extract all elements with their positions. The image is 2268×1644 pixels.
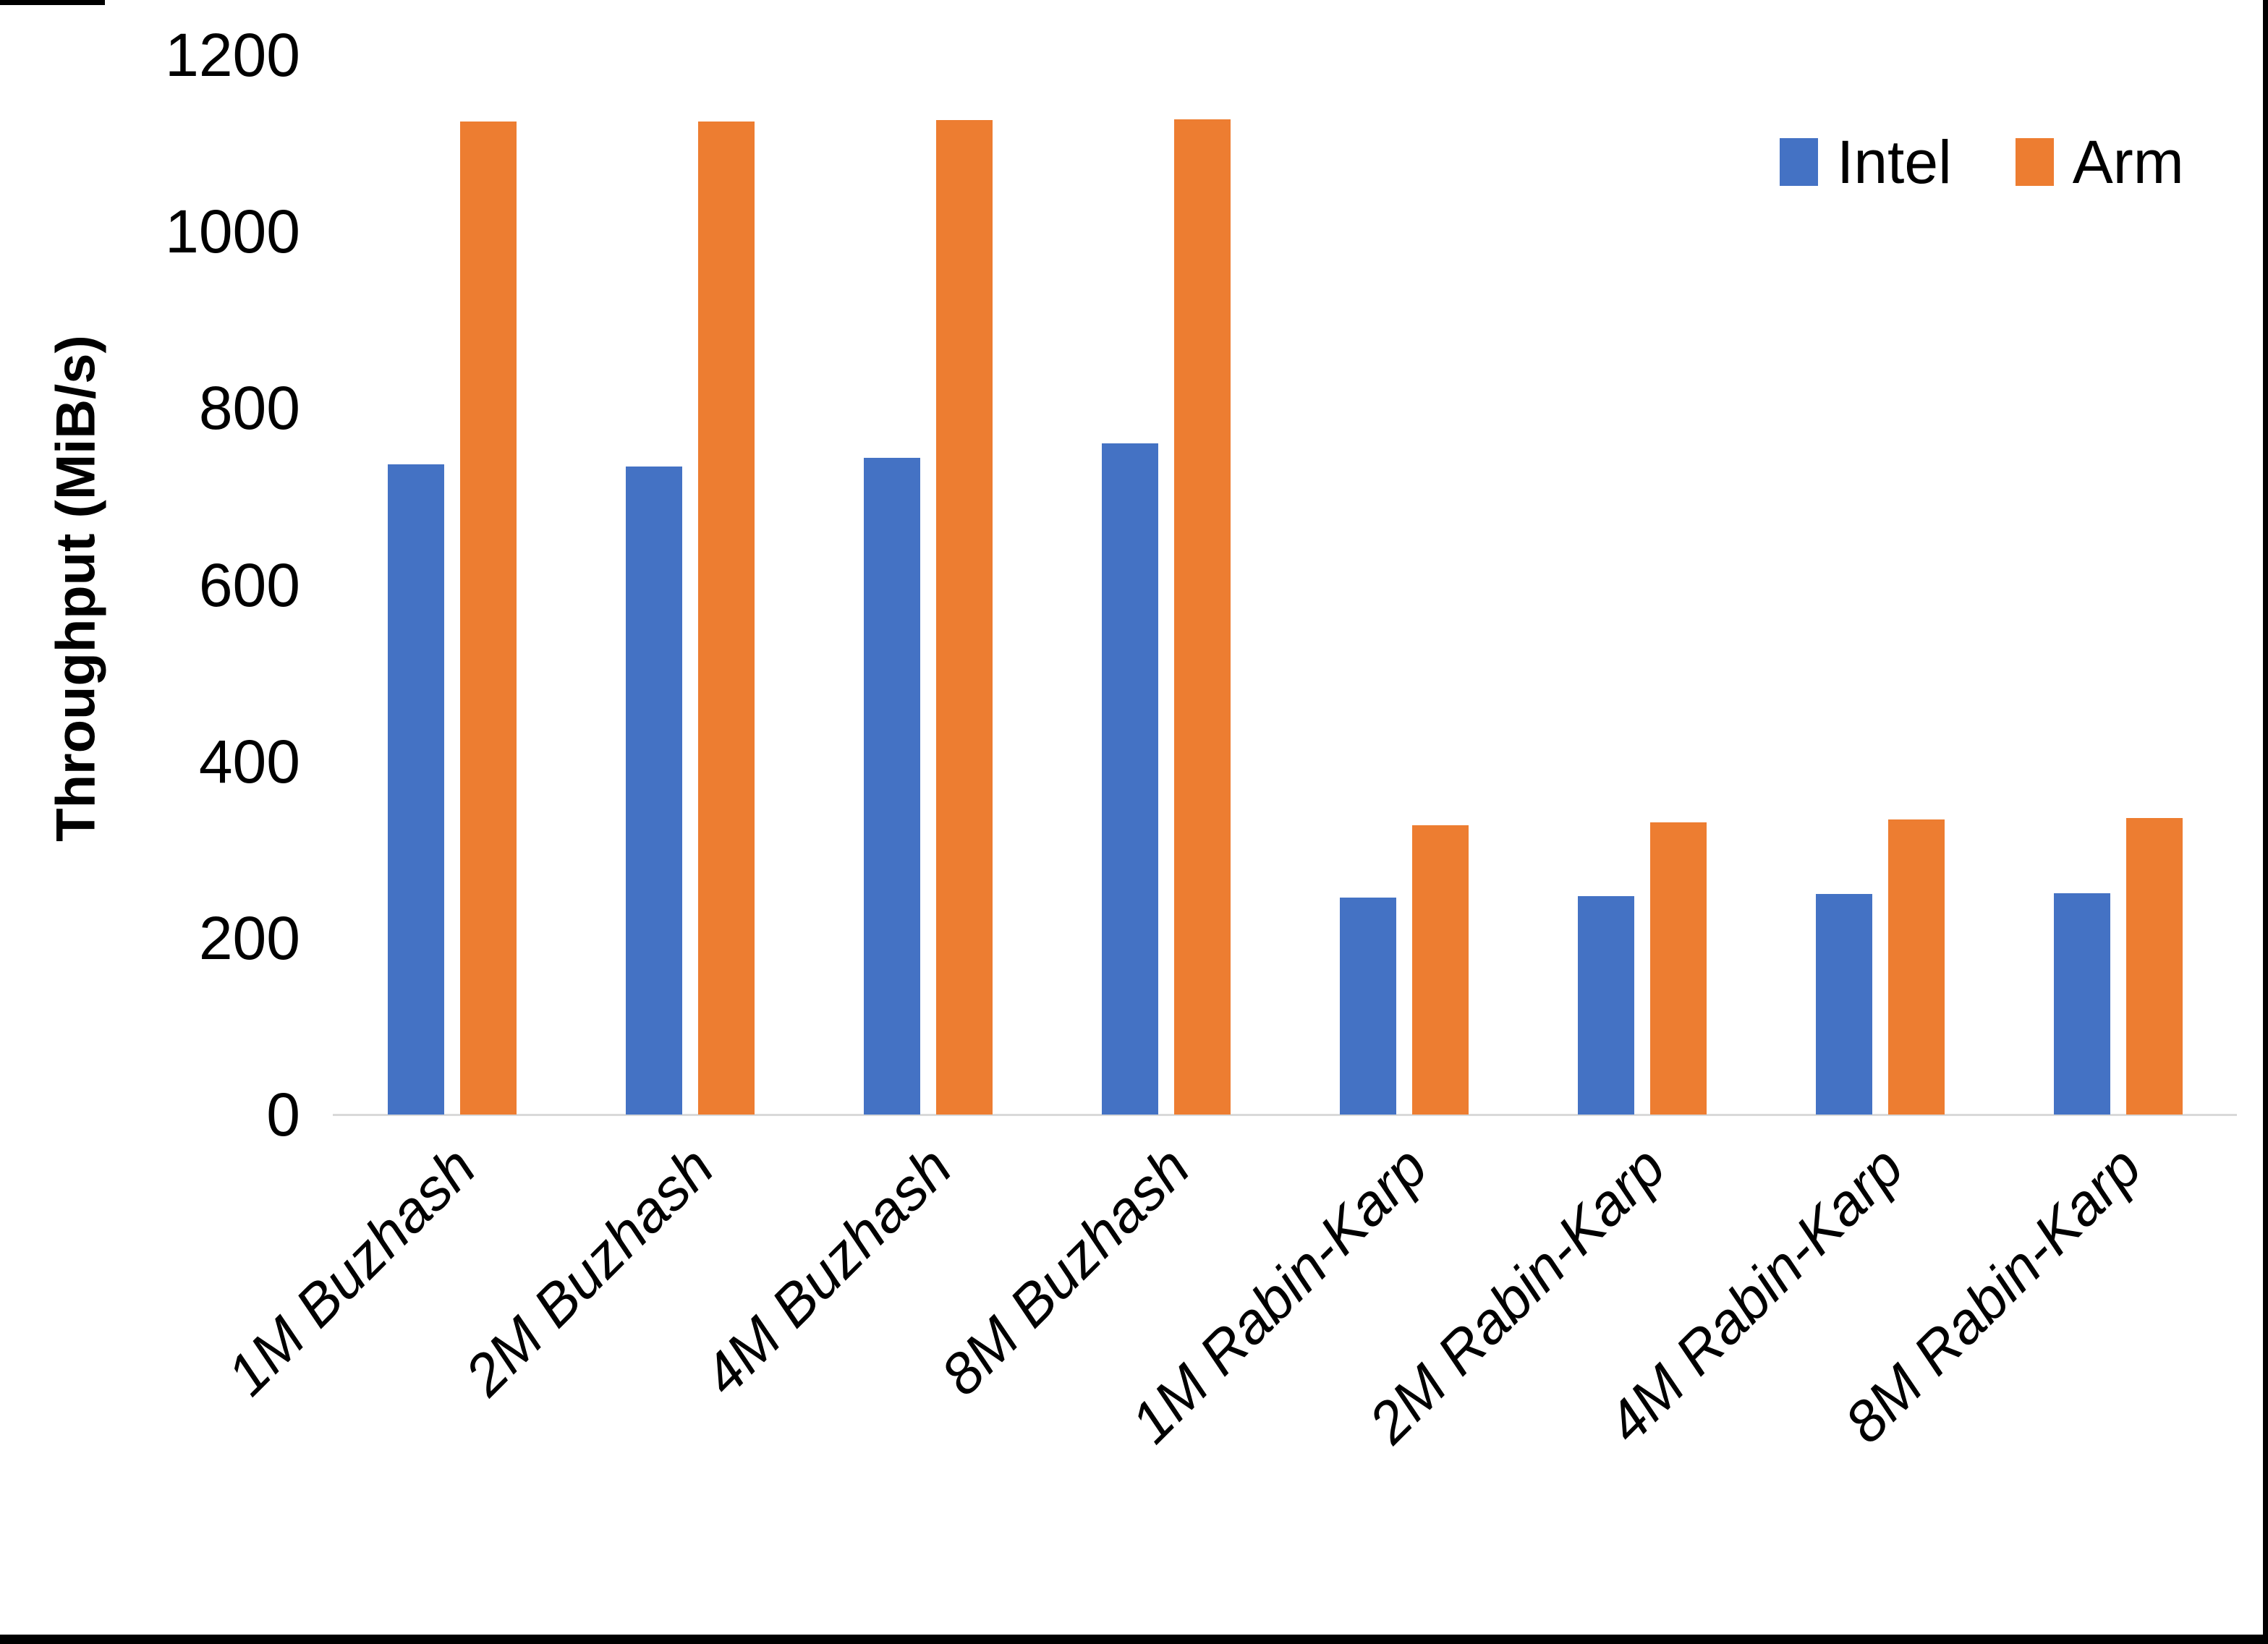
bottom-border <box>0 1635 2268 1644</box>
bar-intel-8m-rabin-karp <box>2053 893 2110 1115</box>
legend-item-arm: Arm <box>2015 128 2184 196</box>
x-category-label-8m-buzhash: 8M Buzhash <box>928 1134 1202 1407</box>
y-tick-label-600: 600 <box>198 550 300 619</box>
bar-arm-1m-rabin-karp <box>1411 825 1469 1115</box>
arm-legend-swatch <box>2015 138 2054 186</box>
bar-intel-1m-buzhash <box>387 464 444 1115</box>
x-axis-line <box>333 1114 2237 1116</box>
y-tick-label-0: 0 <box>266 1081 300 1149</box>
bar-intel-2m-rabin-karp <box>1577 896 1634 1115</box>
bar-arm-1m-buzhash <box>459 121 517 1115</box>
bar-intel-4m-rabin-karp <box>1815 893 1872 1115</box>
legend-item-intel: Intel <box>1780 132 1952 192</box>
bar-intel-8m-buzhash <box>1101 443 1158 1115</box>
y-tick-label-1200: 1200 <box>165 21 300 89</box>
bar-arm-2m-buzhash <box>697 121 755 1115</box>
intel-legend-swatch <box>1780 138 1818 186</box>
bar-arm-4m-buzhash <box>935 120 993 1115</box>
bar-intel-4m-buzhash <box>863 457 920 1115</box>
y-tick-label-800: 800 <box>198 374 300 443</box>
arm-legend-label: Arm <box>2072 128 2184 196</box>
bar-intel-1m-rabin-karp <box>1339 897 1396 1115</box>
intel-legend-label: Intel <box>1837 128 1952 196</box>
y-tick-label-1000: 1000 <box>165 197 300 266</box>
bar-arm-8m-buzhash <box>1173 119 1231 1115</box>
bar-arm-2m-rabin-karp <box>1649 822 1707 1115</box>
y-tick-label-400: 400 <box>198 727 300 796</box>
x-category-label-2m-buzhash: 2M Buzhash <box>452 1134 726 1407</box>
top-left-border-fragment <box>0 0 105 5</box>
bar-arm-4m-rabin-karp <box>1887 819 1945 1115</box>
right-border <box>2263 0 2268 1644</box>
x-category-label-1m-buzhash: 1M Buzhash <box>214 1134 488 1407</box>
bar-intel-2m-buzhash <box>625 466 682 1115</box>
x-category-label-4m-buzhash: 4M Buzhash <box>690 1134 964 1407</box>
bar-arm-8m-rabin-karp <box>2125 817 2183 1115</box>
legend: Intel Arm <box>1780 132 2184 192</box>
y-tick-label-200: 200 <box>198 903 300 972</box>
